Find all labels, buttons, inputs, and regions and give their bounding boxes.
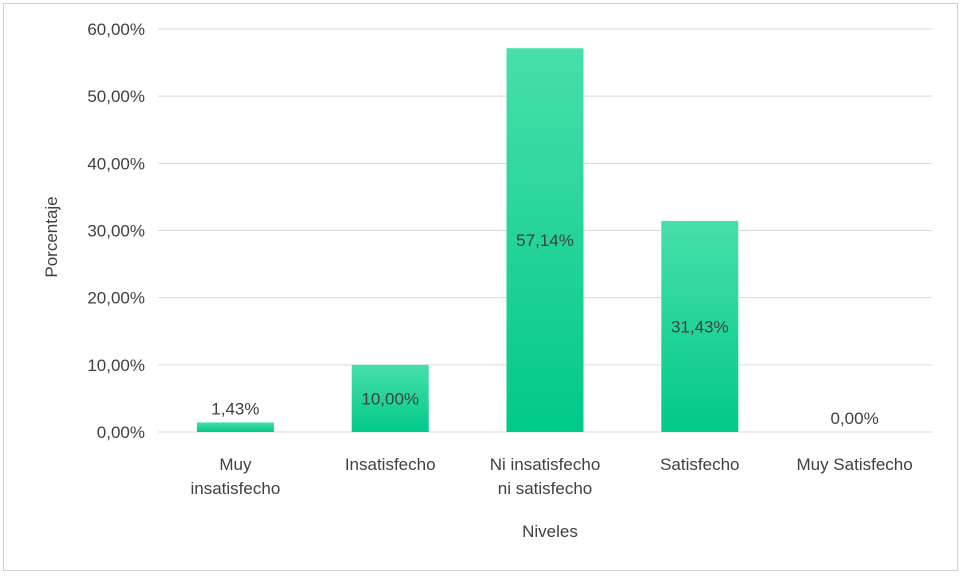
y-tick-label: 0,00% [97, 423, 145, 442]
x-axis-categories: Muy insatisfecho Insatisfecho Ni insatisfec… [191, 455, 913, 498]
category-label-line: Ni insatisfecho [490, 455, 601, 474]
y-tick-label: 40,00% [87, 154, 145, 173]
category-label-line: ni satisfecho [498, 479, 593, 498]
category-label-line: Satisfecho [660, 455, 739, 474]
bar [196, 422, 274, 432]
chart-frame [3, 3, 958, 571]
category-label-line: insatisfecho [191, 479, 281, 498]
bar [506, 48, 584, 433]
bars [196, 48, 739, 433]
data-label: 57,14% [516, 231, 574, 250]
data-label: 1,43% [211, 399, 259, 418]
category-label: Muy insatisfecho [191, 455, 281, 498]
data-label: 10,00% [361, 389, 419, 408]
bar [661, 220, 739, 432]
x-axis-title: Niveles [522, 522, 578, 541]
category-label-line: Muy Satisfecho [796, 455, 912, 474]
category-label: Ni insatisfecho ni satisfecho [490, 455, 601, 498]
y-axis-ticks: 0,00% 10,00% 20,00% 30,00% 40,00% 50,00% 60,00… [87, 20, 145, 442]
y-tick-label: 20,00% [87, 289, 145, 308]
category-label-line: Muy [219, 455, 252, 474]
category-label: Satisfecho [660, 455, 739, 474]
y-tick-label: 30,00% [87, 222, 145, 241]
y-axis-title: Porcentaje [42, 196, 61, 277]
data-label: 31,43% [671, 317, 729, 336]
category-label-line: Insatisfecho [345, 455, 436, 474]
data-label: 0,00% [830, 409, 878, 428]
y-tick-label: 60,00% [87, 20, 145, 39]
y-tick-label: 50,00% [87, 87, 145, 106]
y-tick-label: 10,00% [87, 356, 145, 375]
data-labels: 1,43% 10,00% 57,14% 31,43% 0,00% [211, 231, 878, 428]
category-label: Insatisfecho [345, 455, 436, 474]
bar [351, 364, 429, 432]
category-label: Muy Satisfecho [796, 455, 912, 474]
